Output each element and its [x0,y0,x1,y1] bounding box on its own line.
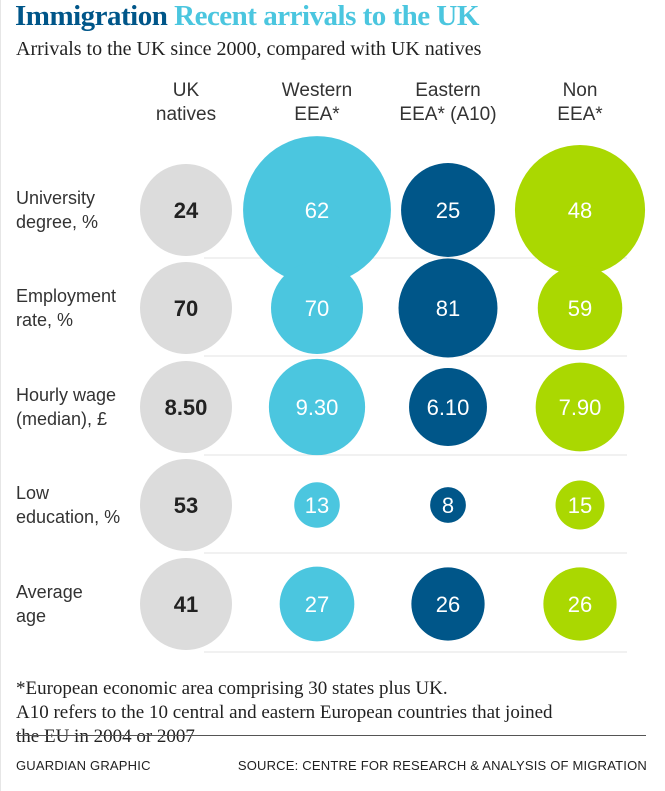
bubble [430,487,466,523]
bubble-label: 26 [436,592,460,617]
bubble [140,164,232,256]
column-header: Western EEA* [252,79,382,127]
footer-rule [16,735,646,736]
column-header: Eastern EEA* (A10) [383,79,513,127]
row-label-line: rate, % [16,310,74,330]
bubble-label: 48 [568,198,592,223]
column-header-line: Non [562,80,598,101]
bubble-label: 41 [174,592,198,617]
row-label-line: Average [16,582,83,602]
row-label: Average age [16,580,83,628]
column-header-line: natives [155,104,217,125]
bubble [243,136,391,284]
bubble [537,265,623,351]
column-header-line: UK [172,80,200,101]
column-header-line: EEA* [294,104,340,125]
bubble-label: 13 [305,493,329,518]
row-label-line: age [16,606,47,626]
column-header: Non EEA* [515,79,645,127]
bubble [140,361,232,453]
bubble-label: 59 [568,296,592,321]
bubble-label: 70 [174,296,198,321]
row-label-line: degree, % [16,212,99,232]
chart-subtitle: Arrivals to the UK since 2000, compared … [16,38,482,60]
bubble [409,368,487,446]
footnote-line: the EU in 2004 or 2007 [16,726,195,747]
title-main: Immigration [15,0,168,32]
bubble [279,566,355,642]
title-sub: Recent arrivals to the UK [174,0,479,32]
bubble [140,262,232,354]
bubble [555,480,605,530]
bubble-label: 27 [305,592,329,617]
bubble-label: 70 [305,296,329,321]
bubble-label: 9.30 [296,395,339,420]
row-label-line: Employment [16,286,117,306]
bubble [535,362,625,452]
bubble [294,482,340,528]
row-label-line: Hourly wage [16,385,117,405]
bubble-label: 8.50 [165,395,208,420]
column-header-line: Eastern [415,80,481,101]
bubble-label: 53 [174,493,198,518]
bubble-label: 24 [174,198,199,223]
row-label: Employment rate, % [16,284,116,332]
column-header-line: EEA* [557,104,603,125]
bubble [271,262,363,354]
source: SOURCE: CENTRE FOR RESEARCH & ANALYSIS O… [237,758,647,773]
chart-title: Immigration Recent arrivals to the UK [15,0,479,33]
footnote: *European economic area comprising 30 st… [16,677,656,749]
bubble [543,567,617,641]
bubble-label: 25 [436,198,460,223]
bubble-label: 6.10 [427,395,470,420]
row-label: Hourly wage (median), £ [16,383,116,431]
row-label-line: (median), £ [16,409,108,429]
bubble [140,459,232,551]
row-label-line: Low [16,483,50,503]
bubble [401,163,495,257]
bubble-label: 26 [568,592,592,617]
bubble-label: 62 [305,198,329,223]
column-header-line: EEA* (A10) [399,104,497,125]
column-header-line: Western [281,80,353,101]
bubble [411,567,485,641]
bubble-label: 81 [436,296,460,321]
credit: GUARDIAN GRAPHIC [16,758,151,773]
row-label-line: education, % [16,507,121,527]
column-header: UK natives [121,79,251,127]
row-label: University degree, % [16,186,98,234]
bubble [268,358,366,456]
row-label-line: University [16,188,96,208]
footnote-line: A10 refers to the 10 central and eastern… [16,702,553,723]
row-label: Low education, % [16,481,120,529]
footnote-line: *European economic area comprising 30 st… [16,678,448,699]
bubble [140,558,232,650]
bubble [514,144,646,276]
bubble [398,258,498,358]
bubble-label: 8 [442,493,454,518]
bubble-label: 15 [568,493,592,518]
bubble-label: 7.90 [559,395,602,420]
